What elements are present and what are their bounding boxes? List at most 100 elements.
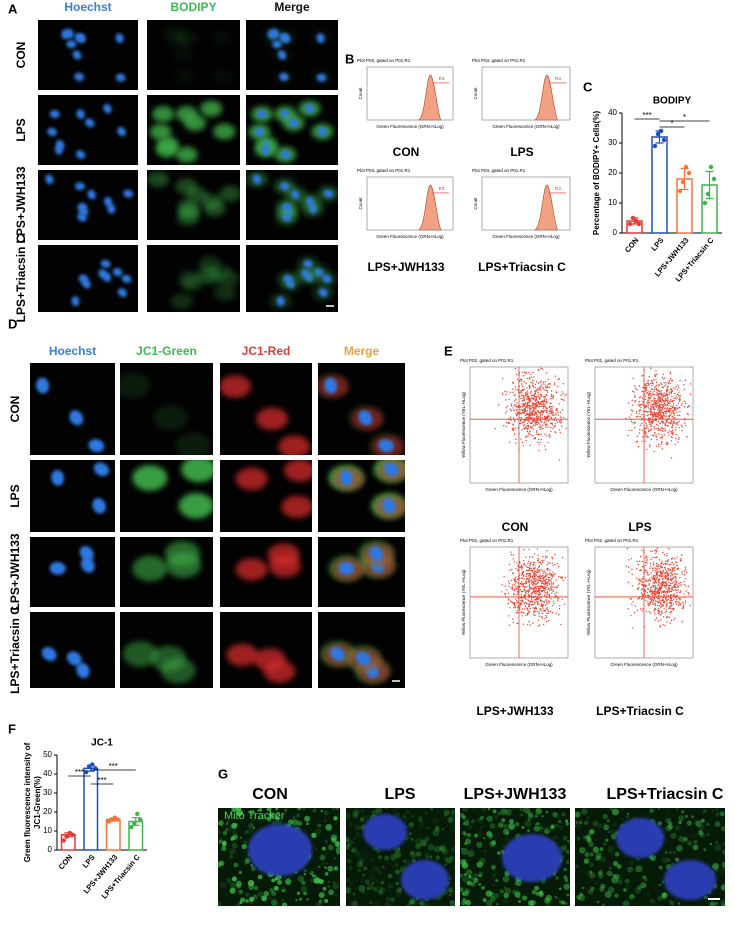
event-dot <box>550 583 553 585</box>
mito-speck <box>608 866 612 870</box>
event-dot <box>513 405 515 407</box>
event-dot <box>516 599 518 602</box>
event-dot <box>544 555 547 558</box>
event-dot <box>648 603 650 605</box>
mito-speck <box>463 832 467 836</box>
event-dot <box>641 440 643 443</box>
mito-speck <box>678 815 685 822</box>
event-dot <box>639 409 642 411</box>
event-dot <box>683 583 685 586</box>
mito-speck <box>477 817 483 823</box>
event-dot <box>515 398 517 400</box>
mito-speck <box>313 820 316 823</box>
mito-speck <box>463 820 470 827</box>
event-dot <box>644 595 647 597</box>
mito-speck <box>336 824 339 827</box>
event-dot <box>524 586 527 588</box>
nucleus <box>256 110 267 119</box>
event-dot <box>560 623 562 626</box>
event-dot <box>550 395 553 397</box>
event-dot <box>646 405 648 408</box>
event-dot <box>654 588 657 590</box>
event-dot <box>521 421 524 424</box>
mito-speck <box>462 876 469 883</box>
event-dot <box>656 409 659 411</box>
cytoplasm <box>120 372 151 399</box>
nucleus <box>75 150 86 160</box>
event-dot <box>548 620 550 622</box>
event-dot <box>679 604 681 606</box>
mito-speck <box>358 825 365 831</box>
mito-speck <box>649 808 654 813</box>
row-label: LPS+JWH133 <box>14 166 28 243</box>
event-dot <box>506 410 508 412</box>
mito-speck <box>262 814 267 820</box>
mito-speck <box>328 889 334 896</box>
mito-speck <box>575 811 581 818</box>
event-dot <box>543 405 546 407</box>
event-dot <box>652 416 654 419</box>
event-dot <box>537 588 540 591</box>
x-axis-label: Green Fluorescence (GRN-HLog) <box>610 487 678 492</box>
mito-speck <box>443 809 450 816</box>
event-dot <box>665 573 668 575</box>
event-dot <box>509 391 511 393</box>
event-dot <box>658 401 660 403</box>
event-dot <box>665 609 667 611</box>
event-dot <box>550 430 552 433</box>
event-dot <box>537 603 539 605</box>
event-dot <box>678 386 680 389</box>
event-dot <box>689 383 692 385</box>
mito-speck <box>627 866 634 873</box>
event-dot <box>552 574 554 576</box>
event-dot <box>522 397 524 400</box>
event-dot <box>644 588 646 591</box>
mito-speck <box>318 865 321 868</box>
event-dot <box>665 575 668 578</box>
event-dot <box>538 612 540 615</box>
event-dot <box>545 591 547 594</box>
mito-speck <box>225 828 229 832</box>
event-dot <box>559 604 561 607</box>
event-dot <box>524 405 526 407</box>
event-dot <box>552 571 554 574</box>
event-dot <box>538 426 541 428</box>
event-dot <box>505 426 507 428</box>
event-dot <box>501 392 504 394</box>
event-dot <box>644 386 647 388</box>
mito-speck <box>346 844 350 850</box>
event-dot <box>672 589 675 592</box>
mito-speck <box>504 887 512 895</box>
event-dot <box>656 573 658 575</box>
mito-speck <box>269 888 274 893</box>
event-dot <box>668 434 670 436</box>
event-dot <box>641 610 644 612</box>
event-dot <box>645 388 647 391</box>
mito-speck <box>231 842 238 849</box>
event-dot <box>544 417 547 419</box>
mito-speck <box>555 823 559 828</box>
mito-speck <box>535 808 543 815</box>
event-dot <box>673 414 675 416</box>
event-dot <box>555 586 557 589</box>
event-dot <box>537 368 540 371</box>
event-dot <box>548 573 550 575</box>
mito-speck <box>411 899 418 906</box>
mito-speck <box>218 839 224 845</box>
mito-speck <box>690 832 698 840</box>
mito-speck <box>541 815 544 818</box>
mito-speck <box>448 876 452 880</box>
mito-speck <box>603 822 607 826</box>
event-dot <box>627 566 630 569</box>
mito-speck <box>240 897 246 903</box>
mito-speck <box>347 842 352 847</box>
mito-speck <box>241 843 247 850</box>
event-dot <box>538 576 541 578</box>
event-dot <box>646 572 649 574</box>
mito-speck <box>544 829 550 835</box>
event-dot <box>546 394 548 396</box>
event-dot <box>681 607 684 609</box>
mito-speck <box>496 903 499 906</box>
event-dot <box>537 410 539 412</box>
